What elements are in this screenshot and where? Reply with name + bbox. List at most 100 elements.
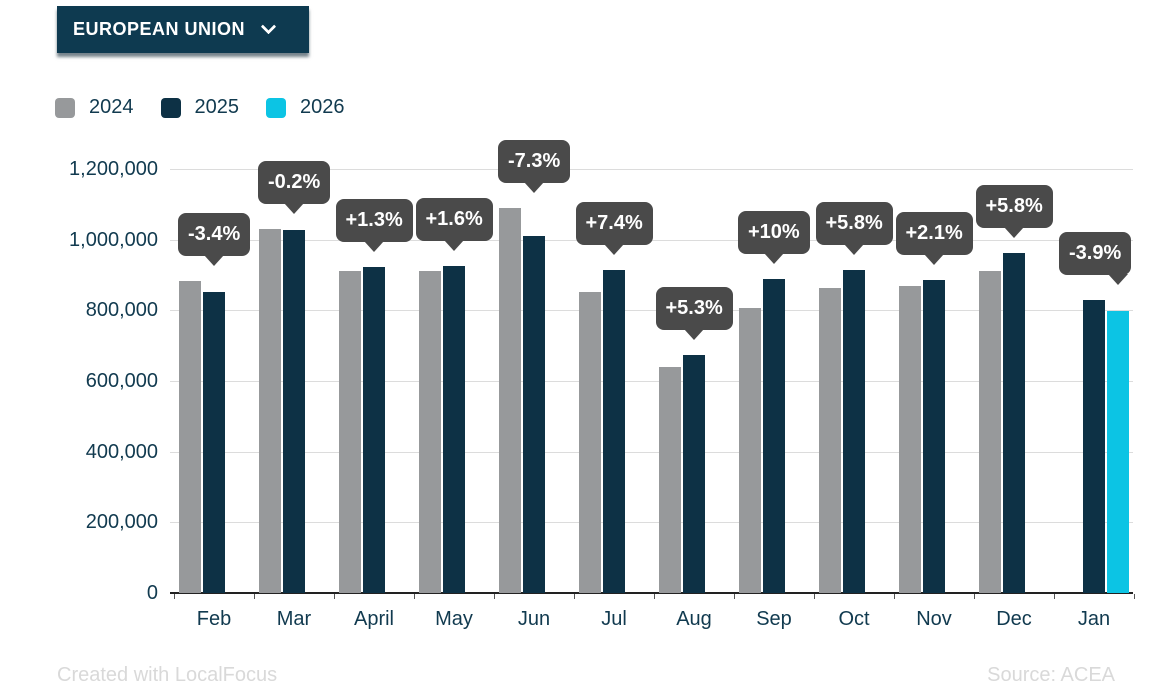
legend-label-2026: 2026	[300, 96, 345, 118]
bar-2025-may[interactable]	[443, 265, 465, 593]
legend-item-2024[interactable]: 2024	[55, 96, 134, 119]
x-axis-label-jan: Jan	[1077, 608, 1111, 630]
x-axis-tick	[574, 594, 575, 599]
legend: 2024 2025 2026	[55, 96, 345, 119]
x-axis-label-mar: Mar	[276, 608, 312, 630]
tooltip-arrow-feb	[204, 255, 224, 266]
bar-2026-jan[interactable]	[1107, 311, 1129, 593]
x-axis-label-may: May	[435, 608, 473, 630]
tooltip-arrow-oct	[844, 244, 864, 256]
region-dropdown[interactable]: EUROPEAN UNION	[57, 6, 309, 53]
bar-2025-nov[interactable]	[923, 279, 945, 593]
x-axis-label-oct: Oct	[838, 608, 870, 630]
bar-2024-aug[interactable]	[659, 366, 681, 593]
x-axis-line	[170, 592, 1133, 594]
bar-2025-sep[interactable]	[763, 279, 785, 593]
bar-2025-aug[interactable]	[683, 354, 705, 593]
region-dropdown-label: EUROPEAN UNION	[73, 19, 246, 39]
tooltip-sep: +10%	[738, 211, 810, 255]
legend-label-2024: 2024	[89, 96, 134, 118]
bar-2024-jun[interactable]	[499, 208, 521, 593]
tooltip-arrow-may	[444, 239, 464, 251]
y-axis-label-800000: 800,000	[85, 299, 158, 321]
tooltip-arrow-april	[364, 241, 384, 253]
tooltip-arrow-mar	[284, 203, 304, 215]
y-axis-label-400000: 400,000	[85, 441, 158, 463]
y-axis-label-0: 0	[146, 582, 158, 604]
tooltip-arrow-jan	[1108, 274, 1128, 286]
gridline-600000	[170, 381, 1133, 382]
x-axis-tick	[974, 594, 975, 599]
x-axis-tick	[814, 594, 815, 599]
x-axis-tick	[494, 594, 495, 599]
tooltip-jun: -7.3%	[498, 140, 571, 184]
x-axis-label-jul: Jul	[601, 608, 627, 630]
tooltip-aug: +5.3%	[655, 286, 733, 330]
tooltip-arrow-aug	[684, 328, 704, 340]
x-axis-tick	[734, 594, 735, 599]
legend-swatch-2025	[160, 97, 181, 118]
bar-2025-mar[interactable]	[283, 229, 305, 593]
bar-2025-dec[interactable]	[1003, 252, 1025, 593]
tooltip-arrow-dec	[1004, 226, 1024, 238]
x-axis-tick	[334, 594, 335, 599]
legend-item-2026[interactable]: 2026	[266, 96, 345, 119]
bar-2024-feb[interactable]	[179, 281, 201, 593]
source-label: Source: ACEA	[987, 664, 1115, 686]
gridline-800000	[170, 310, 1133, 311]
bar-2024-april[interactable]	[339, 271, 361, 593]
bar-2024-may[interactable]	[419, 271, 441, 593]
y-axis-label-200000: 200,000	[85, 511, 158, 533]
x-axis-label-dec: Dec	[996, 608, 1032, 630]
x-axis-tick	[1134, 594, 1135, 599]
legend-swatch-2024	[55, 97, 75, 118]
bar-2024-oct[interactable]	[819, 287, 841, 593]
tooltip-arrow-jul	[604, 243, 624, 255]
x-axis-label-feb: Feb	[196, 608, 232, 630]
tooltip-april: +1.3%	[335, 199, 413, 243]
bar-2025-jan[interactable]	[1083, 300, 1105, 593]
tooltip-jul: +7.4%	[575, 201, 653, 245]
gridline-200000	[170, 522, 1133, 523]
tooltip-arrow-jun	[524, 182, 544, 194]
x-axis-label-sep: Sep	[756, 608, 792, 630]
tooltip-arrow-nov	[924, 253, 944, 265]
gridline-1200000	[170, 169, 1133, 170]
x-axis-tick	[894, 594, 895, 599]
bar-2024-dec[interactable]	[979, 271, 1001, 593]
tooltip-oct: +5.8%	[815, 202, 893, 246]
tooltip-jan: -3.9%	[1059, 232, 1132, 276]
x-axis-label-april: April	[353, 608, 394, 630]
x-axis-tick	[654, 594, 655, 599]
created-with-localfocus-link[interactable]: Created with LocalFocus	[57, 664, 278, 686]
tooltip-arrow-sep	[764, 253, 784, 265]
x-axis-label-aug: Aug	[676, 608, 712, 630]
y-axis-label-1000000: 1,000,000	[69, 229, 158, 251]
legend-label-2025: 2025	[194, 96, 240, 118]
bar-2024-mar[interactable]	[259, 229, 281, 593]
tooltip-nov: +2.1%	[895, 211, 973, 255]
bar-2025-april[interactable]	[363, 267, 385, 593]
bar-2025-jun[interactable]	[523, 236, 545, 593]
bar-2025-jul[interactable]	[603, 269, 625, 593]
tooltip-dec: +5.8%	[975, 184, 1053, 228]
bar-2025-feb[interactable]	[203, 291, 225, 593]
y-axis-label-600000: 600,000	[85, 370, 158, 392]
tooltip-feb: -3.4%	[178, 213, 251, 256]
x-axis-tick	[414, 594, 415, 599]
x-axis-tick	[174, 594, 175, 599]
bar-2024-sep[interactable]	[739, 307, 761, 593]
bar-2025-oct[interactable]	[843, 270, 865, 593]
tooltip-may: +1.6%	[415, 197, 493, 241]
bar-2024-nov[interactable]	[899, 285, 921, 593]
x-axis-label-nov: Nov	[916, 608, 952, 630]
tooltip-mar: -0.2%	[258, 161, 331, 205]
x-axis-tick	[1054, 594, 1055, 599]
gridline-400000	[170, 452, 1133, 453]
bar-2024-jul[interactable]	[579, 291, 601, 593]
y-axis-label-1200000: 1,200,000	[69, 158, 158, 180]
legend-item-2025[interactable]: 2025	[160, 96, 240, 119]
legend-swatch-2026	[266, 97, 286, 118]
